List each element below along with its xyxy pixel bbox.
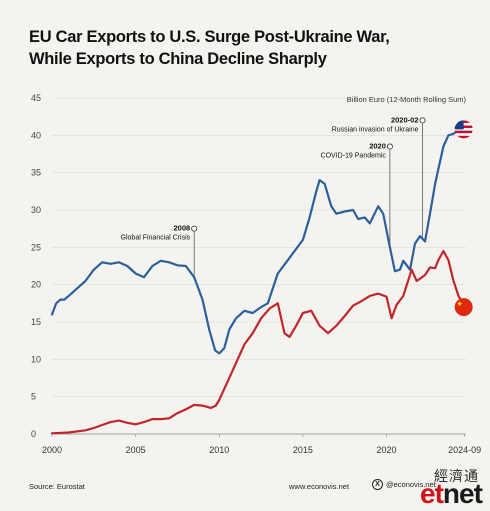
china-flag-icon bbox=[454, 298, 473, 317]
annotation-label-2: Russian invasion of Ukraine bbox=[332, 126, 419, 133]
y-tick-label-0: 0 bbox=[31, 429, 36, 439]
series-line-us bbox=[50, 128, 466, 355]
annotation-marker-0 bbox=[191, 225, 198, 232]
series-line-china bbox=[50, 250, 466, 435]
etnet-logo: etnet bbox=[420, 478, 483, 510]
etnet-logo-net: net bbox=[442, 478, 483, 509]
annotation-marker-2 bbox=[419, 117, 426, 124]
x-tick-label-2010: 2010 bbox=[209, 445, 229, 455]
us-flag-stripe bbox=[454, 135, 473, 139]
x-tick-label-2015: 2015 bbox=[293, 445, 313, 455]
y-tick-label-15: 15 bbox=[31, 317, 41, 327]
us-flag-stripe bbox=[454, 128, 473, 131]
y-tick-label-10: 10 bbox=[31, 354, 41, 364]
us-flag-canton bbox=[454, 120, 464, 130]
us-flag-stripe bbox=[454, 133, 473, 136]
y-tick-label-20: 20 bbox=[31, 280, 41, 290]
annotation-marker-1 bbox=[386, 143, 393, 150]
x-tick-label-2000: 2000 bbox=[42, 445, 62, 455]
china-flag-star: ★ bbox=[457, 300, 463, 308]
etnet-logo-et: et bbox=[420, 478, 444, 509]
chart-title: EU Car Exports to U.S. Surge Post-Ukrain… bbox=[29, 26, 390, 70]
social-handle-text: @econovis.net bbox=[386, 480, 436, 489]
y-tick-label-25: 25 bbox=[31, 242, 41, 252]
website-link[interactable]: www.econovis.net bbox=[289, 482, 350, 491]
annotation-label-1: COVID-19 Pandemic bbox=[321, 153, 387, 160]
y-tick-label-45: 45 bbox=[31, 93, 41, 103]
us-flag-stripe bbox=[454, 130, 473, 134]
annotation-year-1: 2020 bbox=[369, 142, 386, 151]
annotation-year-2: 2020-02 bbox=[391, 115, 419, 124]
us-flag-body bbox=[454, 120, 473, 139]
chart-title-line1: EU Car Exports to U.S. Surge Post-Ukrain… bbox=[29, 28, 390, 46]
annotation-year-0: 2008 bbox=[173, 224, 190, 233]
source-note: Source: Eurostat bbox=[29, 482, 85, 491]
chart-title-line2: While Exports to China Decline Sharply bbox=[29, 50, 327, 68]
x-tick-label-2024-09: 2024-09 bbox=[448, 445, 481, 455]
y-tick-label-40: 40 bbox=[31, 130, 41, 140]
social-handle[interactable]: X @econovis.net bbox=[372, 479, 436, 490]
x-logo-icon: X bbox=[372, 479, 383, 490]
y-tick-label-35: 35 bbox=[31, 168, 41, 178]
x-tick-label-2020: 2020 bbox=[377, 445, 397, 455]
y-axis-label: Billion Euro (12-Month Rolling Sum) bbox=[347, 95, 467, 104]
us-flag-icon bbox=[454, 120, 473, 139]
annotation-label-0: Global Financial Crisis bbox=[121, 235, 191, 242]
x-tick-label-2005: 2005 bbox=[126, 445, 146, 455]
watermark-chinese: 經濟通 bbox=[434, 469, 479, 485]
y-tick-label-30: 30 bbox=[31, 205, 41, 215]
y-tick-label-5: 5 bbox=[31, 392, 36, 402]
